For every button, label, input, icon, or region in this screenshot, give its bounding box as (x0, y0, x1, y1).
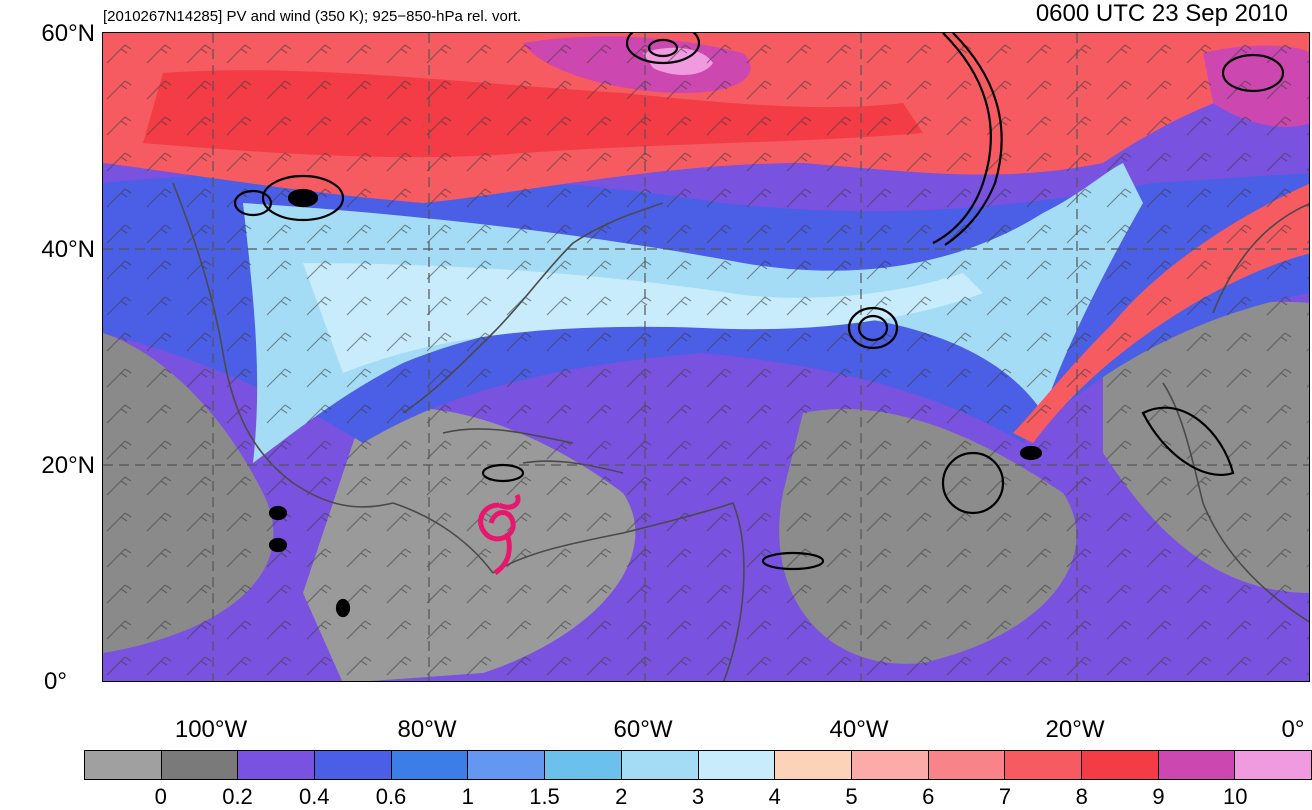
lat-label-equator: 0° (44, 668, 67, 695)
colorbar (84, 750, 1312, 780)
colorbar-swatch (1081, 751, 1159, 779)
colorbar-tick-label: 0.2 (222, 784, 253, 809)
map-panel (102, 32, 1310, 682)
colorbar-swatch (698, 751, 776, 779)
coastline-americas (172, 182, 664, 574)
colorbar-swatch (238, 751, 316, 779)
vorticity-contours (233, 33, 1285, 618)
colorbar-tick-label: 3 (691, 784, 705, 809)
colorbar-tick-label: 8 (1075, 784, 1088, 809)
lat-label-60n: 60°N (41, 20, 95, 47)
hurricane-symbol-icon (478, 493, 521, 576)
colorbar-swatch (1158, 751, 1236, 779)
lon-label-0: 0° (1281, 716, 1305, 743)
wind-barbs (103, 33, 1309, 681)
lon-label-60w: 60°W (613, 716, 673, 743)
colorbar-tick-label: 2 (615, 784, 628, 809)
colorbar-swatch (468, 751, 546, 779)
colorbar-tick-label: 7 (998, 784, 1012, 809)
lon-label-40w: 40°W (829, 716, 889, 743)
colorbar-swatch (1005, 751, 1082, 779)
colorbar-swatch (1235, 751, 1311, 779)
coastline-caribbean (442, 428, 624, 474)
colorbar-tick-label: 0 (154, 784, 167, 809)
graticule (103, 33, 1309, 681)
colorbar-swatch (545, 751, 622, 779)
colorbar-tick-label: 4 (768, 784, 781, 809)
colorbar-swatch (621, 751, 699, 779)
colorbar-tick-label: 6 (922, 784, 935, 809)
colorbar-swatch (85, 751, 162, 779)
colorbar-tick-label: 1.5 (529, 784, 560, 809)
coastline-africa-europe (1162, 203, 1309, 623)
colorbar-swatch (928, 751, 1006, 779)
pv-wind-map (103, 33, 1309, 681)
coastline-south-america (492, 502, 745, 681)
colorbar-tick-label: 0.6 (375, 784, 407, 809)
colorbar-tick-label: 1 (461, 784, 474, 809)
lon-label-80w: 80°W (397, 716, 457, 743)
colorbar-swatch (775, 751, 852, 779)
lat-label-20n: 20°N (41, 452, 95, 479)
colorbar-swatch (161, 751, 239, 779)
colorbar-tick-label: 0.4 (298, 784, 330, 809)
colorbar-tick-label: 10 (1223, 784, 1248, 809)
colorbar-swatch (851, 751, 929, 779)
lon-label-100w: 100°W (174, 716, 248, 743)
lon-label-20w: 20°W (1045, 716, 1105, 743)
colorbar-swatch (315, 751, 392, 779)
map-valid-time: 0600 UTC 23 Sep 2010 (1035, 0, 1288, 27)
colorbar-swatch (391, 751, 469, 779)
colorbar-tick-label: 9 (1152, 784, 1165, 809)
map-subtitle: [2010267N14285] PV and wind (350 K); 925… (103, 8, 522, 25)
lat-label-40n: 40°N (41, 236, 95, 263)
colorbar-tick-label: 5 (845, 784, 858, 809)
